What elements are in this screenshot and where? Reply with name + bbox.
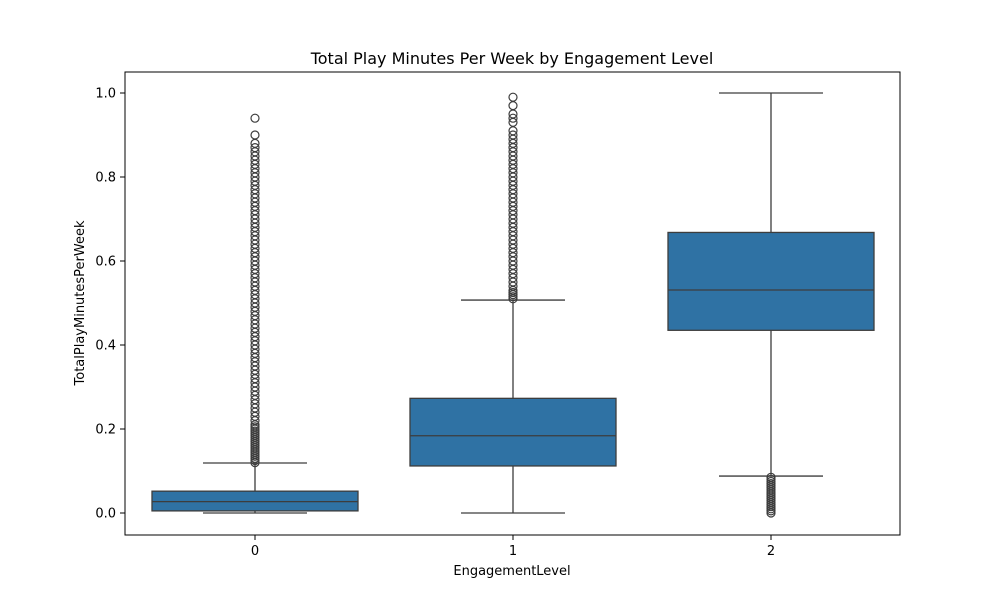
outlier-point	[250, 143, 260, 153]
y-tick-label: 0.4	[95, 339, 116, 354]
outlier-point	[766, 472, 776, 482]
x-tick-label: 2	[767, 544, 775, 559]
y-tick-label: 1.0	[95, 87, 116, 102]
y-axis-label: TotalPlayMinutesPerWeek	[73, 220, 88, 386]
outlier-point	[508, 113, 518, 123]
y-tick-label: 0.0	[95, 507, 116, 522]
outlier-point	[508, 92, 518, 102]
outlier-point	[508, 130, 518, 140]
outlier-point	[508, 100, 518, 111]
box-group-1	[409, 92, 617, 514]
box-iqr	[409, 397, 617, 467]
box-group-2	[667, 92, 875, 518]
x-axis: 0 1 2	[251, 535, 775, 559]
y-tick-label: 0.8	[95, 171, 116, 186]
x-tick-label: 0	[251, 544, 259, 559]
box-group-0	[151, 113, 359, 514]
outlier-point	[250, 130, 260, 140]
x-tick-label: 1	[509, 544, 517, 559]
y-tick-label: 0.6	[95, 255, 116, 270]
chart-title: Total Play Minutes Per Week by Engagemen…	[310, 49, 714, 68]
x-axis-label: EngagementLevel	[453, 564, 570, 579]
y-tick-label: 0.2	[95, 423, 116, 438]
outlier-point	[250, 113, 260, 123]
box-iqr	[667, 231, 875, 331]
y-axis: 0.0 0.2 0.4 0.6 0.8 1.0	[95, 87, 125, 522]
plot-area	[151, 92, 875, 518]
